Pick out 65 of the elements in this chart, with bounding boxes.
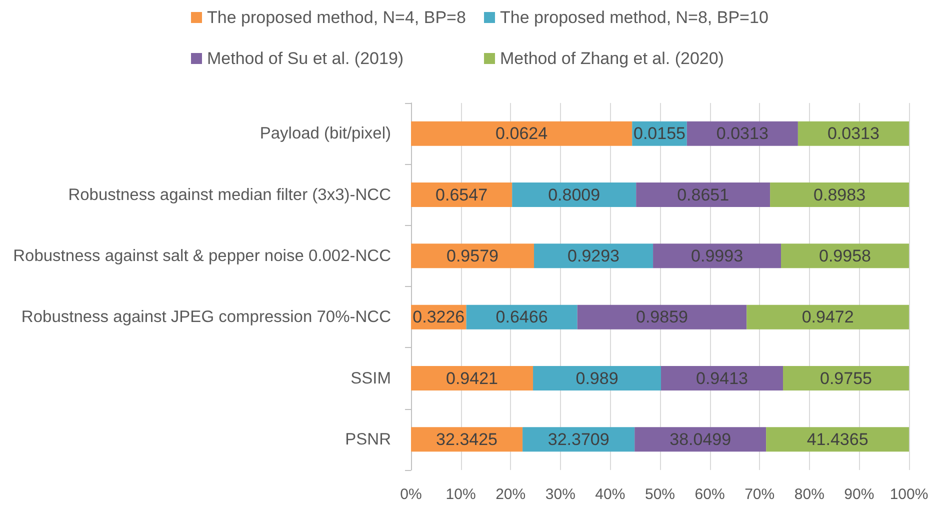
y-tick-label: SSIM — [350, 369, 391, 388]
y-tick-label: PSNR — [345, 430, 392, 448]
annotation: 0.9472 — [802, 308, 854, 327]
x-tick-label: 10% — [446, 486, 476, 503]
x-tick-label: 20% — [496, 486, 526, 503]
bar — [770, 182, 909, 207]
bar — [466, 304, 578, 330]
bar — [798, 121, 909, 146]
bar — [636, 182, 770, 207]
annotation: 0.6466 — [496, 308, 548, 327]
annotation: 0.8009 — [548, 185, 600, 204]
annotation: 0.0313 — [827, 124, 880, 144]
x-tick-label: 100% — [890, 486, 928, 503]
bar — [783, 366, 909, 390]
bar — [781, 244, 909, 268]
bar — [411, 121, 632, 146]
bar — [512, 182, 636, 207]
bar — [766, 427, 909, 452]
y-tick-label: Payload (bit/pixel) — [260, 124, 391, 143]
legend-label: The proposed method, N=4, BP=8 — [207, 8, 466, 27]
bar — [653, 244, 782, 268]
bar — [634, 427, 766, 452]
x-tick-label: 70% — [744, 486, 775, 503]
annotation: 38.0499 — [670, 430, 732, 449]
annotation: 0.9413 — [696, 368, 748, 388]
annotation: 0.9755 — [820, 368, 872, 388]
bar — [533, 366, 661, 390]
x-tick-label: 50% — [644, 486, 676, 503]
legend-label: The proposed method, N=8, BP=10 — [500, 8, 768, 27]
bar — [411, 244, 534, 268]
x-tick-label: 90% — [844, 486, 874, 503]
legend-label: Method of Su et al. (2019) — [207, 49, 404, 68]
annotation: 0.8983 — [814, 185, 866, 204]
legend-label: Method of Zhang et al. (2020) — [500, 49, 724, 68]
annotation: 41.4365 — [806, 430, 868, 449]
x-tick-label: 60% — [694, 486, 725, 503]
annotation: 0.9293 — [568, 246, 620, 266]
bar — [746, 304, 909, 330]
annotation: 0.9958 — [819, 246, 872, 266]
annotation: 0.6547 — [436, 185, 488, 204]
x-tick-label: 30% — [545, 486, 576, 503]
x-tick-label: 40% — [595, 486, 626, 503]
annotation: 0.9579 — [446, 246, 499, 266]
y-tick-label: Robustness against median filter (3x3)-NCC — [68, 186, 392, 204]
y-tick-label: Robustness against salt & pepper noise 0.002-NCC — [13, 246, 392, 265]
annotation: 0.9859 — [636, 308, 688, 327]
annotation: 0.9421 — [446, 368, 498, 388]
annotation: 0.0624 — [496, 124, 548, 144]
x-tick-label: 0% — [400, 486, 422, 503]
bar — [686, 121, 798, 146]
annotation: 32.3425 — [436, 430, 498, 449]
annotation: 0.8651 — [677, 185, 730, 204]
annotation: 0.0313 — [716, 124, 768, 144]
bar — [660, 366, 784, 390]
bar — [411, 366, 534, 390]
y-tick-label: Robustness against JPEG compression 70%-NCC — [21, 308, 392, 326]
annotation: 0.9993 — [691, 246, 744, 266]
bar — [577, 304, 747, 330]
annotation: 32.3709 — [548, 430, 610, 449]
annotation: 0.3226 — [412, 308, 465, 327]
bar — [411, 182, 512, 207]
bar — [534, 244, 654, 268]
annotation: 0.0155 — [634, 124, 686, 144]
x-tick-label: 80% — [794, 486, 824, 503]
annotation: 0.989 — [576, 368, 618, 388]
